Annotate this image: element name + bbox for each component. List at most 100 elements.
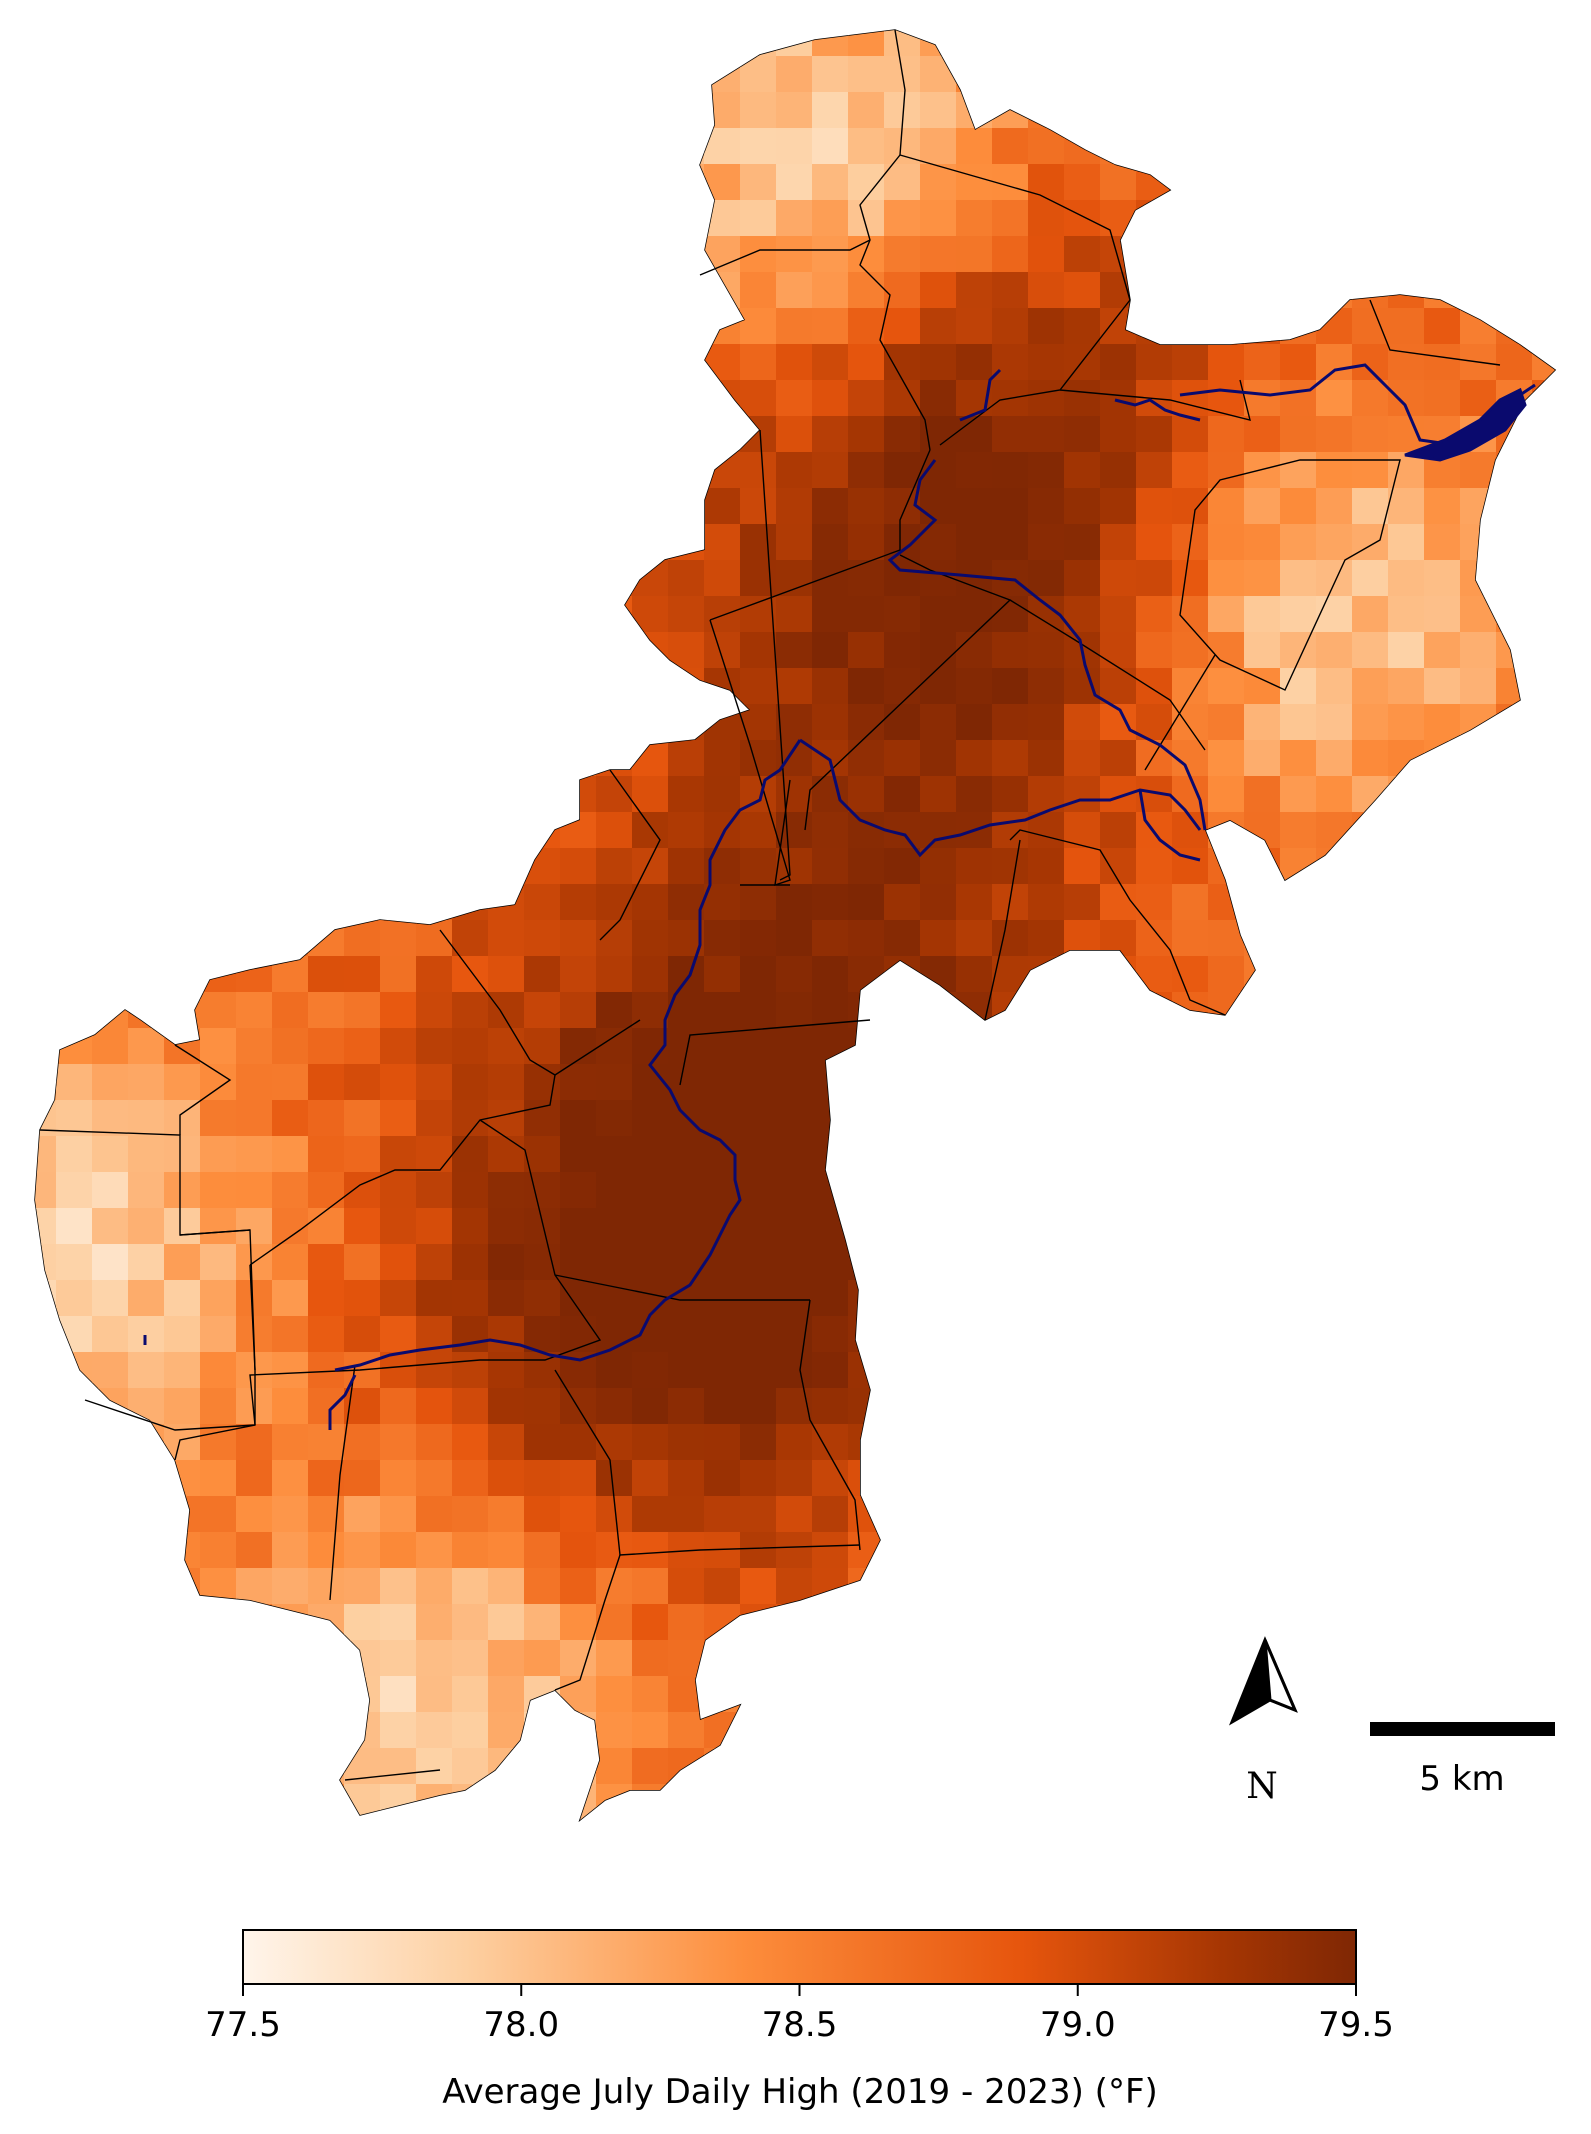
- raster-cell: [308, 1820, 345, 1857]
- raster-cell: [704, 488, 741, 525]
- raster-cell: [416, 920, 453, 957]
- raster-cell: [1532, 1568, 1555, 1605]
- raster-cell: [164, 1460, 201, 1497]
- raster-cell: [236, 704, 273, 741]
- raster-cell: [1064, 776, 1101, 813]
- raster-cell: [956, 308, 993, 345]
- raster-cell: [1280, 344, 1317, 381]
- raster-cell: [128, 1676, 165, 1713]
- raster-cell: [632, 200, 669, 237]
- raster-cell: [668, 1712, 705, 1749]
- raster-cell: [92, 1460, 129, 1497]
- raster-cell: [740, 1604, 777, 1641]
- raster-cell: [668, 560, 705, 597]
- raster-cell: [1532, 848, 1555, 885]
- raster-cell: [1244, 128, 1281, 165]
- raster-cell: [1136, 560, 1173, 597]
- raster-cell: [35, 560, 57, 597]
- raster-cell: [1316, 1748, 1353, 1785]
- raster-cell: [1244, 1280, 1281, 1317]
- raster-cell: [1100, 1172, 1137, 1209]
- raster-cell: [740, 1208, 777, 1245]
- raster-cell: [1424, 848, 1461, 885]
- raster-cell: [812, 1496, 849, 1533]
- raster-cell: [272, 668, 309, 705]
- raster-cell: [560, 236, 597, 273]
- raster-cell: [200, 1784, 237, 1820]
- raster-cell: [776, 1604, 813, 1641]
- raster-cell: [776, 200, 813, 237]
- raster-cell: [1352, 740, 1389, 777]
- raster-cell: [1028, 1424, 1065, 1461]
- raster-cell: [992, 1388, 1029, 1425]
- raster-cell: [884, 30, 921, 57]
- raster-cell: [632, 1460, 669, 1497]
- raster-cell: [164, 272, 201, 309]
- raster-cell: [1316, 1460, 1353, 1497]
- colorbar-title: Average July Daily High (2019 - 2023) (°…: [442, 2072, 1158, 2112]
- raster-cell: [56, 1028, 93, 1065]
- raster-cell: [776, 992, 813, 1029]
- raster-cell: [1028, 30, 1065, 57]
- raster-cell: [272, 1532, 309, 1569]
- raster-cell: [1496, 1460, 1533, 1497]
- raster-cell: [920, 668, 957, 705]
- raster-cell: [1280, 1748, 1317, 1785]
- raster-cell: [524, 128, 561, 165]
- raster-cell: [560, 1316, 597, 1353]
- raster-cell: [1064, 344, 1101, 381]
- raster-cell: [1028, 524, 1065, 561]
- raster-cell: [884, 452, 921, 489]
- raster-cell: [488, 1100, 525, 1137]
- raster-cell: [1172, 1136, 1209, 1173]
- raster-cell: [560, 1568, 597, 1605]
- raster-cell: [776, 308, 813, 345]
- raster-cell: [632, 596, 669, 633]
- raster-cell: [1532, 1064, 1555, 1101]
- raster-cell: [1568, 1712, 1591, 1749]
- raster-cell: [416, 1352, 453, 1389]
- raster-cell: [1352, 380, 1389, 417]
- raster-cell: [1172, 56, 1209, 93]
- raster-cell: [164, 236, 201, 273]
- raster-cell: [1460, 236, 1497, 273]
- raster-cell: [596, 704, 633, 741]
- raster-cell: [452, 1172, 489, 1209]
- raster-cell: [272, 1100, 309, 1137]
- raster-cell: [956, 56, 993, 93]
- raster-cell: [1208, 344, 1245, 381]
- raster-cell: [1244, 92, 1281, 129]
- raster-cell: [56, 1820, 93, 1857]
- raster-cell: [848, 272, 885, 309]
- raster-cell: [668, 1676, 705, 1713]
- raster-cell: [308, 956, 345, 993]
- raster-cell: [704, 56, 741, 93]
- raster-cell: [1388, 1568, 1425, 1605]
- raster-cell: [1424, 56, 1461, 93]
- raster-cell: [1244, 1712, 1281, 1749]
- raster-cell: [164, 1640, 201, 1677]
- raster-cell: [1136, 920, 1173, 957]
- raster-cell: [524, 884, 561, 921]
- raster-cell: [992, 848, 1029, 885]
- raster-cell: [1316, 56, 1353, 93]
- raster-cell: [1280, 452, 1317, 489]
- raster-cell: [596, 560, 633, 597]
- raster-cell: [920, 956, 957, 993]
- raster-cell: [1100, 1676, 1137, 1713]
- raster-cell: [740, 272, 777, 309]
- raster-cell: [1316, 1064, 1353, 1101]
- raster-cell: [416, 1604, 453, 1641]
- raster-cell: [236, 236, 273, 273]
- raster-cell: [380, 956, 417, 993]
- raster-cell: [272, 1208, 309, 1245]
- raster-cell: [236, 596, 273, 633]
- raster-cell: [848, 1100, 885, 1137]
- raster-cell: [308, 812, 345, 849]
- raster-cell: [524, 848, 561, 885]
- raster-cell: [344, 380, 381, 417]
- raster-cell: [776, 56, 813, 93]
- raster-cell: [128, 200, 165, 237]
- raster-cell: [740, 344, 777, 381]
- raster-cell: [560, 884, 597, 921]
